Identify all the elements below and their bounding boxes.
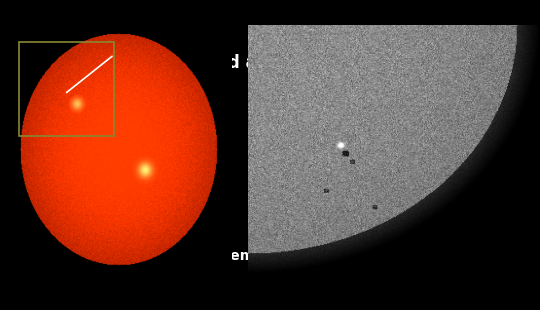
Bar: [19, 42, 114, 136]
Text: Enlarged magnetic image: Enlarged magnetic image: [316, 246, 442, 256]
Text: SOHO, NASA/ESA: SOHO, NASA/ESA: [373, 54, 450, 63]
Text: Reversed active region: Reversed active region: [152, 54, 368, 72]
Text: December 13, 2007: December 13, 2007: [200, 249, 353, 263]
Text: Extreme UV light: Extreme UV light: [116, 246, 199, 256]
